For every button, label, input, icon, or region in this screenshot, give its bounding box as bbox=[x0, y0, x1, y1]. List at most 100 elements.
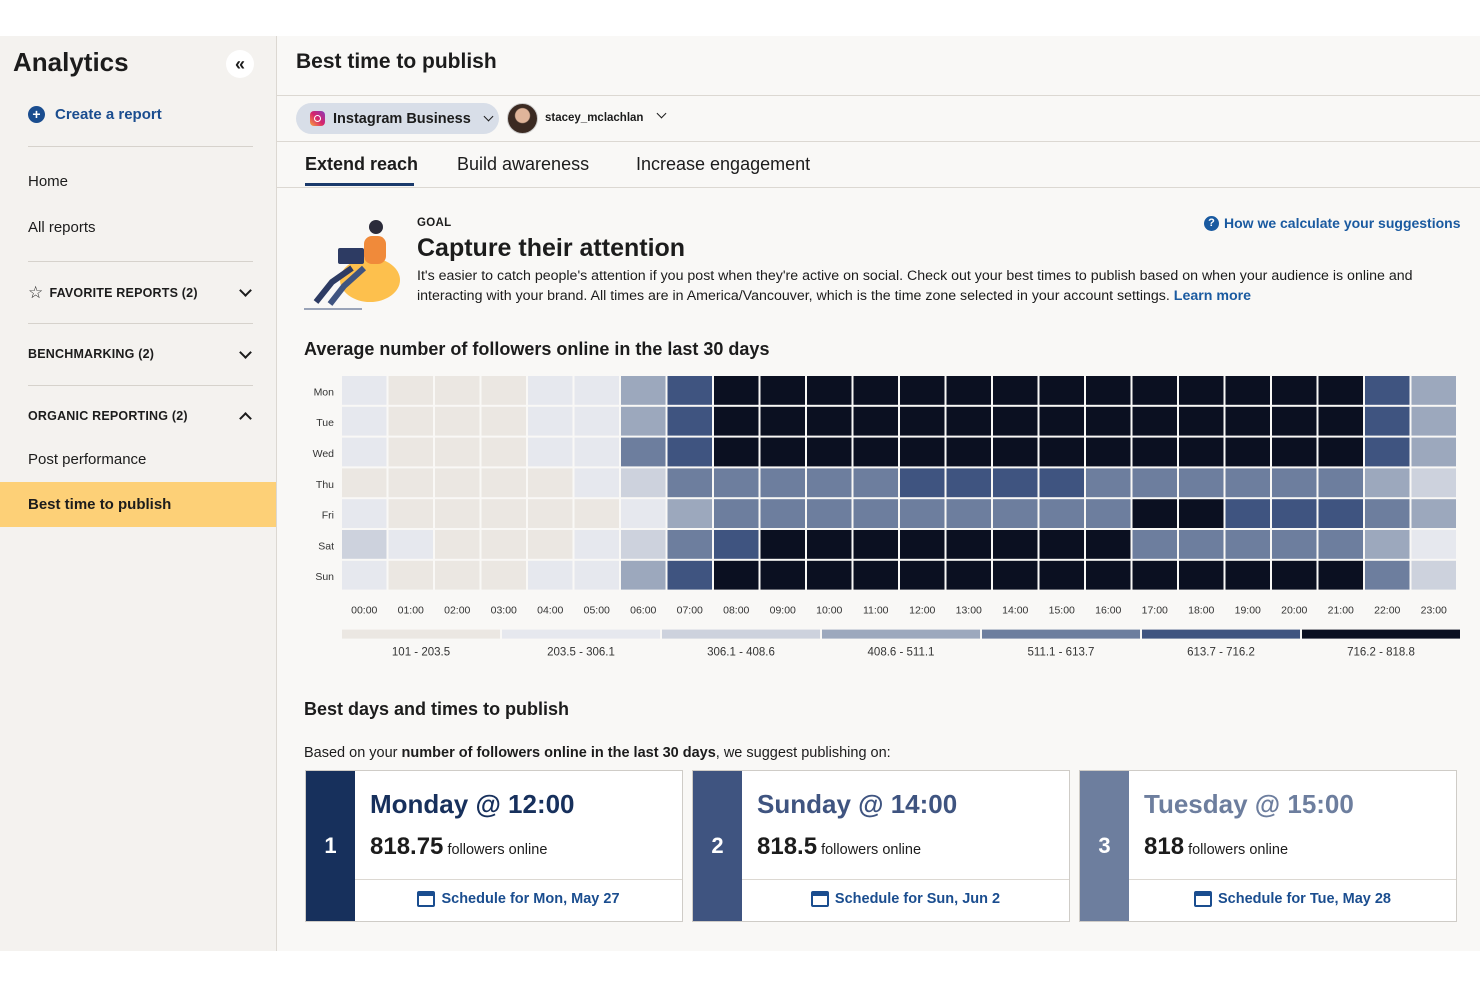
heatmap-cell[interactable] bbox=[435, 468, 480, 498]
heatmap-cell[interactable] bbox=[900, 560, 945, 590]
heatmap-cell[interactable] bbox=[900, 437, 945, 467]
sidebar-item-best-time-to-publish[interactable]: Best time to publish bbox=[0, 482, 276, 527]
heatmap-cell[interactable] bbox=[1365, 376, 1410, 405]
heatmap-cell[interactable] bbox=[1225, 406, 1271, 436]
heatmap-cell[interactable] bbox=[574, 406, 620, 436]
heatmap-cell[interactable] bbox=[528, 468, 573, 498]
heatmap-cell[interactable] bbox=[993, 437, 1038, 467]
heatmap-cell[interactable] bbox=[1411, 376, 1457, 405]
heatmap-cell[interactable] bbox=[435, 376, 480, 405]
heatmap-cell[interactable] bbox=[1039, 560, 1085, 590]
heatmap-cell[interactable] bbox=[946, 406, 992, 436]
heatmap-cell[interactable] bbox=[1272, 437, 1317, 467]
heatmap-cell[interactable] bbox=[946, 530, 992, 559]
heatmap-cell[interactable] bbox=[1318, 406, 1364, 436]
heatmap-cell[interactable] bbox=[481, 560, 527, 590]
heatmap-cell[interactable] bbox=[807, 530, 852, 559]
heatmap-cell[interactable] bbox=[1225, 437, 1271, 467]
heatmap-cell[interactable] bbox=[667, 530, 713, 559]
heatmap-cell[interactable] bbox=[388, 560, 434, 590]
heatmap-cell[interactable] bbox=[714, 437, 759, 467]
heatmap-cell[interactable] bbox=[481, 468, 527, 498]
sidebar-section-benchmarking[interactable]: BENCHMARKING (2) bbox=[28, 345, 254, 361]
sidebar-item-post-performance[interactable]: Post performance bbox=[28, 451, 147, 468]
heatmap-cell[interactable] bbox=[1225, 499, 1271, 528]
heatmap-cell[interactable] bbox=[1318, 376, 1364, 405]
heatmap-cell[interactable] bbox=[1086, 376, 1131, 405]
heatmap-cell[interactable] bbox=[667, 437, 713, 467]
heatmap-cell[interactable] bbox=[1086, 437, 1131, 467]
heatmap-cell[interactable] bbox=[1411, 468, 1457, 498]
heatmap-cell[interactable] bbox=[714, 560, 759, 590]
heatmap-cell[interactable] bbox=[1179, 499, 1224, 528]
heatmap-cell[interactable] bbox=[760, 499, 806, 528]
heatmap-cell[interactable] bbox=[574, 376, 620, 405]
heatmap-cell[interactable] bbox=[900, 468, 945, 498]
heatmap-cell[interactable] bbox=[574, 437, 620, 467]
heatmap-cell[interactable] bbox=[574, 499, 620, 528]
heatmap-cell[interactable] bbox=[342, 437, 387, 467]
tab-build-awareness[interactable]: Build awareness bbox=[457, 154, 590, 174]
heatmap-cell[interactable] bbox=[481, 499, 527, 528]
heatmap-cell[interactable] bbox=[760, 560, 806, 590]
heatmap-cell[interactable] bbox=[714, 406, 759, 436]
heatmap-cell[interactable] bbox=[342, 468, 387, 498]
avatar[interactable] bbox=[507, 103, 538, 134]
heatmap-cell[interactable] bbox=[993, 468, 1038, 498]
heatmap-cell[interactable] bbox=[993, 499, 1038, 528]
heatmap-cell[interactable] bbox=[574, 560, 620, 590]
heatmap-cell[interactable] bbox=[1318, 560, 1364, 590]
heatmap-cell[interactable] bbox=[621, 499, 666, 528]
heatmap-cell[interactable] bbox=[621, 437, 666, 467]
heatmap-cell[interactable] bbox=[667, 376, 713, 405]
heatmap-cell[interactable] bbox=[1411, 499, 1457, 528]
heatmap-cell[interactable] bbox=[714, 530, 759, 559]
heatmap-cell[interactable] bbox=[760, 406, 806, 436]
heatmap-cell[interactable] bbox=[993, 406, 1038, 436]
heatmap-cell[interactable] bbox=[1365, 560, 1410, 590]
heatmap-cell[interactable] bbox=[1132, 560, 1178, 590]
heatmap-cell[interactable] bbox=[1179, 468, 1224, 498]
heatmap-cell[interactable] bbox=[1039, 376, 1085, 405]
heatmap-cell[interactable] bbox=[1365, 406, 1410, 436]
heatmap-cell[interactable] bbox=[900, 376, 945, 405]
heatmap-cell[interactable] bbox=[807, 560, 852, 590]
learn-more-link[interactable]: Learn more bbox=[1173, 288, 1252, 304]
heatmap-cell[interactable] bbox=[853, 437, 899, 467]
collapse-sidebar-button[interactable]: « bbox=[226, 50, 254, 78]
heatmap-cell[interactable] bbox=[1132, 406, 1178, 436]
heatmap-cell[interactable] bbox=[1132, 468, 1178, 498]
how-we-calculate-link[interactable]: ? How we calculate your suggestions bbox=[1204, 215, 1461, 231]
heatmap-cell[interactable] bbox=[946, 560, 992, 590]
heatmap-cell[interactable] bbox=[435, 499, 480, 528]
heatmap-cell[interactable] bbox=[1132, 499, 1178, 528]
heatmap-cell[interactable] bbox=[667, 468, 713, 498]
heatmap-cell[interactable] bbox=[1318, 437, 1364, 467]
heatmap-cell[interactable] bbox=[388, 468, 434, 498]
heatmap-cell[interactable] bbox=[760, 468, 806, 498]
heatmap-cell[interactable] bbox=[1411, 406, 1457, 436]
schedule-button[interactable]: Schedule for Sun, Jun 2 bbox=[742, 891, 1069, 907]
heatmap-cell[interactable] bbox=[481, 437, 527, 467]
heatmap-cell[interactable] bbox=[1272, 499, 1317, 528]
heatmap-cell[interactable] bbox=[853, 560, 899, 590]
heatmap-cell[interactable] bbox=[435, 406, 480, 436]
heatmap-cell[interactable] bbox=[388, 376, 434, 405]
heatmap-cell[interactable] bbox=[900, 499, 945, 528]
heatmap-cell[interactable] bbox=[528, 499, 573, 528]
tab-extend-reach[interactable]: Extend reach bbox=[305, 154, 419, 174]
heatmap-cell[interactable] bbox=[621, 530, 666, 559]
heatmap-cell[interactable] bbox=[1365, 530, 1410, 559]
heatmap-cell[interactable] bbox=[807, 437, 852, 467]
account-username[interactable]: stacey_mclachlan bbox=[545, 112, 644, 124]
heatmap-cell[interactable] bbox=[1225, 376, 1271, 405]
sidebar-item-home[interactable]: Home bbox=[28, 173, 69, 190]
heatmap-cell[interactable] bbox=[621, 468, 666, 498]
heatmap-cell[interactable] bbox=[388, 437, 434, 467]
heatmap-cell[interactable] bbox=[853, 376, 899, 405]
heatmap-cell[interactable] bbox=[1086, 468, 1131, 498]
heatmap-cell[interactable] bbox=[621, 560, 666, 590]
heatmap-cell[interactable] bbox=[1132, 437, 1178, 467]
heatmap-cell[interactable] bbox=[1272, 406, 1317, 436]
heatmap-cell[interactable] bbox=[714, 376, 759, 405]
